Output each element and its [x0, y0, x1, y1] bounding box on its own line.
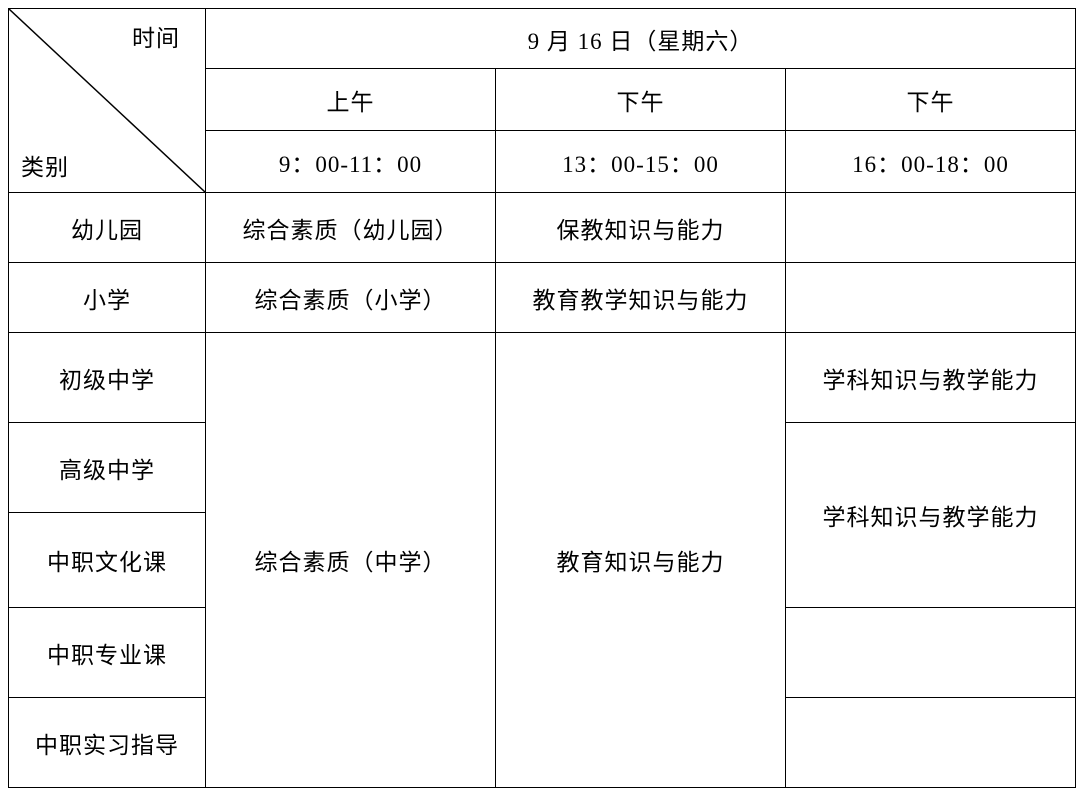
header-period: 下午: [496, 69, 786, 131]
header-category-label: 类别: [21, 148, 69, 182]
subject-cell: 综合素质（小学）: [206, 263, 496, 333]
category-cell: 高级中学: [9, 423, 206, 513]
header-time-slot: 9：00-11：00: [206, 131, 496, 193]
category-cell: 小学: [9, 263, 206, 333]
subject-cell: [786, 193, 1076, 263]
header-period: 下午: [786, 69, 1076, 131]
category-cell: 中职专业课: [9, 608, 206, 698]
subject-cell: 综合素质（幼儿园）: [206, 193, 496, 263]
schedule-table: 时间 类别 9 月 16 日（星期六） 上午 下午 下午 9：00-11：00 …: [8, 8, 1076, 788]
header-period: 上午: [206, 69, 496, 131]
category-cell: 中职实习指导: [9, 698, 206, 788]
subject-cell: 教育教学知识与能力: [496, 263, 786, 333]
header-time-slot: 16：00-18：00: [786, 131, 1076, 193]
table-row: 小学 综合素质（小学） 教育教学知识与能力: [9, 263, 1076, 333]
subject-cell: 保教知识与能力: [496, 193, 786, 263]
subject-cell-merged: 教育知识与能力: [496, 333, 786, 788]
category-cell: 幼儿园: [9, 193, 206, 263]
subject-cell: [786, 608, 1076, 698]
subject-cell: [786, 263, 1076, 333]
schedule-table-wrap: 时间 类别 9 月 16 日（星期六） 上午 下午 下午 9：00-11：00 …: [8, 8, 1072, 753]
category-cell: 初级中学: [9, 333, 206, 423]
table-row: 幼儿园 综合素质（幼儿园） 保教知识与能力: [9, 193, 1076, 263]
diagonal-header-cell: 时间 类别: [9, 9, 206, 193]
header-date: 9 月 16 日（星期六）: [206, 9, 1076, 69]
subject-cell-merged: 综合素质（中学）: [206, 333, 496, 788]
table-row: 初级中学 综合素质（中学） 教育知识与能力 学科知识与教学能力: [9, 333, 1076, 423]
header-time-slot: 13：00-15：00: [496, 131, 786, 193]
header-time-label: 时间: [132, 19, 180, 53]
subject-cell-merged: 学科知识与教学能力: [786, 423, 1076, 608]
subject-cell: [786, 698, 1076, 788]
table-row: 时间 类别 9 月 16 日（星期六）: [9, 9, 1076, 69]
category-cell: 中职文化课: [9, 513, 206, 608]
subject-cell: 学科知识与教学能力: [786, 333, 1076, 423]
